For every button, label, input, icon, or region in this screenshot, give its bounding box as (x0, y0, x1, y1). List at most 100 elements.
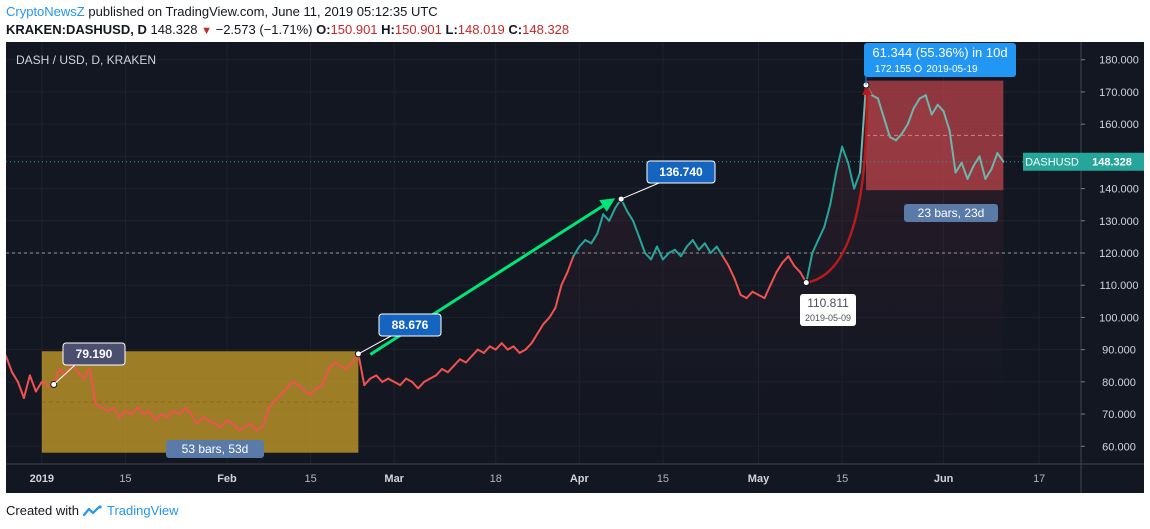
clock-icon (914, 64, 922, 73)
series-segment (166, 409, 175, 419)
x-tick-label: Mar (384, 473, 404, 485)
series-segment (596, 213, 605, 235)
range-box-2-label: 23 bars, 23d (918, 206, 985, 220)
x-tick-label: 15 (304, 473, 316, 485)
series-segment (405, 377, 414, 383)
series-segment (178, 406, 187, 416)
series-segment (972, 155, 981, 167)
series-segment (679, 245, 688, 258)
y-tick-label: 80.000 (1102, 377, 1136, 389)
series-segment (763, 284, 772, 300)
range-box-1-label-bg (166, 440, 264, 458)
high-callout-value: 61.344 (55.36%) in 10d (872, 45, 1007, 60)
series-segment (644, 252, 652, 261)
range-box-2-label-bg (904, 204, 998, 222)
series-segment (793, 264, 802, 274)
series-segment (458, 358, 467, 364)
series-segment (984, 168, 993, 180)
series-segment (518, 348, 527, 354)
series-segment (751, 290, 760, 296)
series-segment (112, 406, 121, 419)
price-chart[interactable]: 79.190 88.676 136.740 53 bars, 53d 23 bars, … (6, 42, 1144, 493)
series-segment (106, 406, 115, 412)
series-segment (685, 239, 694, 248)
x-tick-label: 15 (836, 473, 848, 485)
series-segment (291, 380, 300, 387)
series-segment (775, 261, 784, 274)
symbol-tag-bg (1023, 152, 1081, 171)
series-segment (769, 271, 778, 287)
series-segment (500, 342, 509, 351)
high-label: H: (381, 22, 395, 37)
series-segment (249, 422, 258, 432)
series-segment (829, 171, 838, 206)
created-with-text: Created with (6, 503, 79, 518)
high-callout-price: 172.155 (875, 64, 912, 75)
callout-low-text: 79.190 (76, 347, 113, 361)
callout-peak-pointer (620, 182, 660, 200)
series-segment (817, 226, 826, 242)
series-segment (882, 116, 891, 138)
series-segment (542, 316, 551, 325)
high-value: 150.901 (394, 22, 442, 37)
low-label-value: 110.811 (807, 296, 849, 310)
series-segment (960, 161, 969, 180)
series-segment (142, 409, 151, 416)
series-segment (118, 409, 127, 419)
series-segment (709, 245, 718, 254)
series-segment (781, 255, 790, 264)
y-tick-label: 160.000 (1099, 119, 1139, 131)
y-tick-label: 130.000 (1099, 216, 1139, 228)
series-segment (190, 413, 199, 425)
low-label-date: 2019-05-09 (805, 313, 851, 323)
published-text: published on TradingView.com, June 11, 2… (88, 4, 438, 19)
series-segment (375, 374, 384, 383)
series-segment (602, 213, 611, 222)
series-segment (650, 245, 658, 261)
y-tick-label: 180.000 (1099, 55, 1139, 67)
y-tick-label: 60.000 (1102, 441, 1136, 453)
series-segment (124, 409, 133, 416)
callout-peak-box (646, 160, 716, 184)
series-segment (554, 284, 563, 309)
series-segment (608, 206, 617, 222)
series-segment (333, 361, 342, 367)
publish-line: CryptoNewsZ published on TradingView.com… (6, 4, 438, 19)
range-box-1-label: 53 bars, 53d (182, 442, 249, 456)
y-tick-label: 120.000 (1099, 248, 1139, 260)
series-segment (978, 155, 987, 180)
series-segment (214, 422, 222, 428)
series-segment (321, 368, 330, 387)
x-tick-label: 2019 (30, 473, 54, 485)
series-segment (996, 152, 1005, 163)
series-segment (942, 110, 951, 132)
chart-panel[interactable]: 79.190 88.676 136.740 53 bars, 53d 23 bars, … (6, 42, 1144, 493)
y-tick-label: 100.000 (1099, 312, 1139, 324)
series-segment (148, 409, 157, 422)
series-segment (315, 384, 324, 390)
x-tick-label: Jun (934, 473, 954, 485)
y-tick-label: 90.000 (1102, 345, 1136, 357)
callout-peak-text: 136.740 (659, 165, 703, 179)
series-segment (805, 252, 814, 284)
series-segment (930, 103, 939, 116)
series-segment (28, 374, 37, 393)
series-segment (88, 368, 97, 406)
series-segment (243, 422, 252, 428)
tradingview-link[interactable]: TradingView (106, 503, 179, 518)
series-segment (536, 322, 545, 335)
series-segment (494, 342, 503, 351)
series-segment (506, 345, 515, 351)
series-segment (673, 248, 682, 258)
symbol-label: KRAKEN:DASHUSD, D (6, 22, 147, 37)
series-segment (948, 129, 957, 174)
series-segment (584, 239, 593, 245)
series-segment (196, 416, 205, 425)
close-label: C: (508, 22, 523, 37)
series-segment (572, 245, 581, 258)
symbol-line: KRAKEN:DASHUSD, D 148.328 ▼ −2.573 (−1.7… (6, 22, 569, 37)
callout-mid-box (378, 313, 442, 337)
high-callout-bg (864, 43, 1016, 77)
series-segment (339, 364, 348, 370)
publisher-link[interactable]: CryptoNewsZ (6, 4, 85, 19)
